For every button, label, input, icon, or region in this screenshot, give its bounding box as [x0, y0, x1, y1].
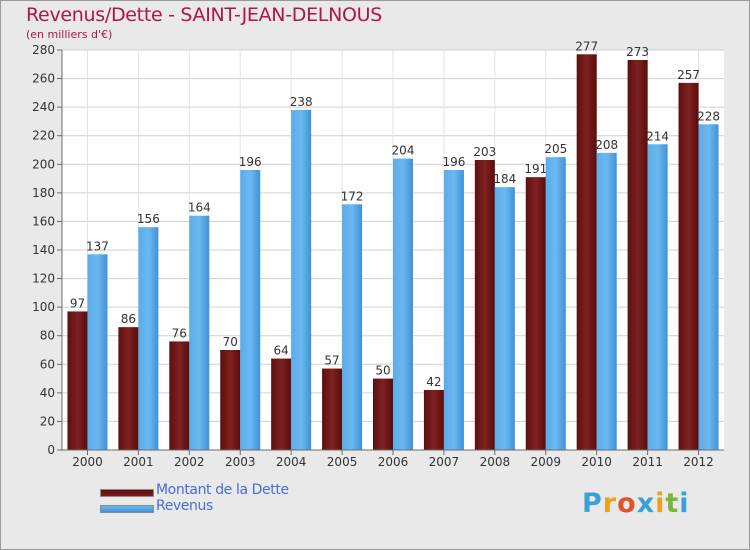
x-tick-label: 2012 [683, 455, 714, 469]
y-tick-label: 80 [40, 329, 55, 343]
x-tick-label: 2010 [581, 455, 612, 469]
bar-revenus [494, 187, 515, 450]
x-tick-label: 2007 [429, 455, 460, 469]
data-label-revenus: 184 [493, 172, 516, 186]
y-tick-label: 100 [32, 300, 55, 314]
x-tick-label: 2005 [327, 455, 358, 469]
chart-subtitle: (en milliers d'€) [26, 28, 113, 41]
data-label-revenus: 205 [544, 142, 567, 156]
x-tick-label: 2000 [72, 455, 103, 469]
data-label-dette: 191 [524, 162, 547, 176]
data-label-dette: 97 [70, 296, 85, 310]
data-label-dette: 76 [172, 326, 187, 340]
bar-revenus [698, 124, 719, 451]
bar-dette [220, 350, 241, 450]
bar-dette [576, 54, 597, 451]
bar-revenus [138, 227, 159, 450]
logo-letter: o [617, 488, 637, 519]
y-tick-label: 120 [32, 272, 55, 286]
bar-revenus [240, 170, 261, 450]
bar-dette [322, 368, 343, 450]
bar-dette [474, 160, 495, 450]
logo-letter: r [602, 488, 618, 519]
data-label-dette: 42 [426, 375, 441, 389]
y-tick-label: 140 [32, 243, 55, 257]
x-tick-label: 2008 [480, 455, 511, 469]
y-tick-label: 40 [40, 386, 55, 400]
x-tick-label: 2003 [225, 455, 256, 469]
chart-title: Revenus/Dette - SAINT-JEAN-DELNOUS [26, 4, 383, 26]
data-label-dette: 70 [223, 335, 238, 349]
proxiti-logo: Proxiti [582, 488, 690, 519]
data-label-revenus: 196 [239, 155, 262, 169]
bar-dette [118, 327, 139, 450]
data-label-revenus: 164 [188, 201, 211, 215]
legend-swatch-dette [100, 489, 154, 497]
bar-dette [423, 390, 444, 450]
data-label-revenus: 214 [646, 129, 669, 143]
bar-dette [271, 358, 292, 450]
data-label-dette: 257 [677, 68, 700, 82]
bar-dette [67, 311, 88, 450]
y-tick-label: 260 [32, 72, 55, 86]
logo-letter: x [636, 488, 656, 519]
data-label-revenus: 137 [86, 239, 109, 253]
legend-swatch-revenus [100, 505, 154, 513]
bar-revenus [647, 144, 668, 451]
bar-revenus [393, 158, 413, 451]
x-tick-label: 2006 [378, 455, 409, 469]
data-label-revenus: 156 [137, 212, 160, 226]
logo-letter: i [679, 488, 690, 519]
y-tick-label: 160 [32, 214, 55, 228]
data-label-revenus: 208 [595, 138, 618, 152]
data-label-dette: 86 [121, 312, 136, 326]
data-label-revenus: 172 [341, 189, 364, 203]
bar-revenus [545, 157, 566, 450]
y-tick-label: 220 [32, 129, 55, 143]
bar-dette [373, 378, 393, 450]
bar-revenus [87, 254, 108, 450]
bar-dette [678, 82, 699, 450]
y-tick-label: 0 [47, 443, 55, 457]
legend-label-revenus: Revenus [156, 498, 213, 514]
data-label-revenus: 196 [442, 155, 465, 169]
data-label-revenus: 228 [697, 109, 720, 123]
logo-letter: t [665, 488, 680, 519]
data-label-dette: 57 [324, 354, 339, 368]
legend-label-dette: Montant de la Dette [156, 482, 289, 498]
x-tick-label: 2004 [276, 455, 307, 469]
data-label-revenus: 238 [290, 95, 313, 109]
x-tick-label: 2002 [174, 455, 205, 469]
bar-revenus [443, 170, 464, 450]
x-tick-label: 2011 [632, 455, 663, 469]
bar-dette [525, 177, 546, 450]
y-tick-label: 280 [32, 43, 55, 57]
logo-letter: i [655, 488, 666, 519]
data-label-dette: 50 [375, 364, 390, 378]
x-tick-label: 2001 [123, 455, 154, 469]
bar-revenus [596, 152, 617, 450]
y-tick-label: 60 [40, 357, 55, 371]
bar-revenus [291, 110, 312, 450]
data-label-dette: 277 [575, 39, 598, 53]
y-tick-label: 200 [32, 157, 55, 171]
data-label-dette: 64 [274, 344, 289, 358]
bar-revenus [342, 204, 363, 450]
data-label-revenus: 204 [392, 144, 415, 158]
y-tick-label: 180 [32, 186, 55, 200]
bar-dette [169, 341, 190, 450]
x-tick-label: 2009 [530, 455, 561, 469]
data-label-dette: 203 [473, 145, 496, 159]
y-tick-label: 240 [32, 100, 55, 114]
bar-dette [627, 60, 648, 450]
data-label-dette: 273 [626, 45, 649, 59]
bar-revenus [189, 215, 210, 450]
y-tick-label: 20 [40, 414, 55, 428]
logo-letter: P [582, 488, 603, 519]
